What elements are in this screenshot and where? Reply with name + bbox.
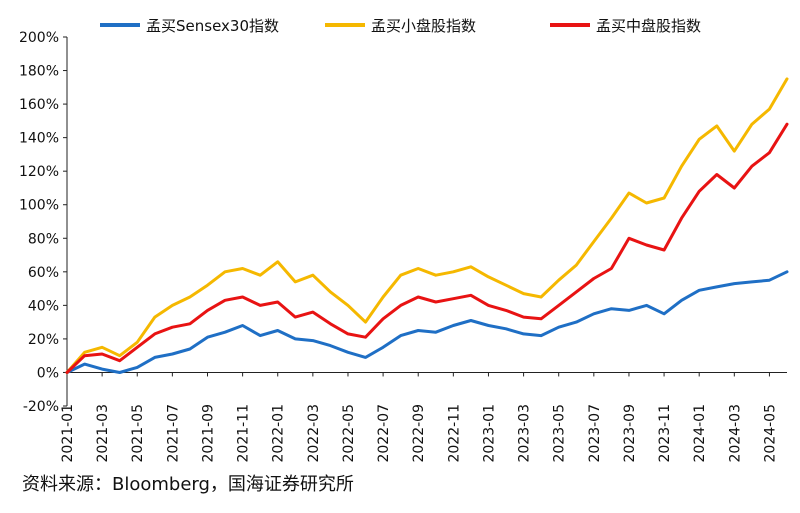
x-tick-label: 2023-01 [481, 404, 497, 463]
x-tick-label: 2022-03 [306, 404, 322, 463]
y-tick-label: 40% [28, 298, 59, 314]
y-tick-label: 120% [19, 164, 59, 180]
x-tick-label: 2023-11 [657, 404, 673, 463]
legend-label: 孟买小盘股指数 [371, 17, 476, 35]
x-tick-label: 2023-05 [552, 404, 568, 463]
series-line-2 [65, 77, 789, 374]
legend-label: 孟买中盘股指数 [596, 17, 701, 35]
y-tick-label: 180% [19, 64, 59, 80]
x-tick-label: 2022-07 [376, 404, 392, 463]
y-tick-label: 60% [28, 265, 59, 281]
x-tick-label: 2021-11 [236, 404, 252, 463]
y-tick-label: -20% [23, 399, 59, 415]
x-tick-label: 2022-11 [446, 404, 462, 463]
x-tick-label: 2023-09 [622, 404, 638, 463]
y-tick-label: 160% [19, 97, 59, 113]
source-note: 资料来源：Bloomberg，国海证券研究所 [22, 474, 354, 495]
legend: 孟买Sensex30指数 孟买小盘股指数 孟买中盘股指数 [100, 17, 701, 35]
legend-label: 孟买Sensex30指数 [146, 17, 279, 35]
x-tick-label: 2022-05 [341, 404, 357, 463]
x-tick-label: 2022-01 [271, 404, 287, 463]
x-tick-label: 2022-09 [411, 404, 427, 463]
x-tick-label: 2023-07 [587, 404, 603, 463]
line-chart: 孟买Sensex30指数 孟买小盘股指数 孟买中盘股指数 -20% 0% 20% 40% 6… [19, 17, 789, 463]
y-tick-label: 140% [19, 131, 59, 147]
y-tick-label: 200% [19, 30, 59, 46]
x-tick-label: 2021-05 [130, 404, 146, 463]
series-line-1 [65, 270, 789, 374]
x-tick-label: 2021-03 [95, 404, 111, 463]
x-tick-label: 2021-07 [165, 404, 181, 463]
x-tick-label: 2024-05 [762, 404, 778, 463]
x-tick-label: 2021-01 [60, 404, 76, 463]
x-tick-label: 2024-03 [727, 404, 743, 463]
y-tick-label: 0% [37, 365, 59, 381]
axes: -20% 0% 20% 40% 60% 80% 100% 120% 140% 160% 180% 20… [19, 30, 787, 463]
series-line-3 [65, 122, 789, 374]
series-lines [65, 77, 789, 374]
y-tick-label: 80% [28, 231, 59, 247]
x-tick-label: 2021-09 [200, 404, 216, 463]
x-tick-label: 2024-01 [692, 404, 708, 463]
y-tick-label: 20% [28, 332, 59, 348]
y-tick-label: 100% [19, 198, 59, 214]
x-tick-label: 2023-03 [517, 404, 533, 463]
